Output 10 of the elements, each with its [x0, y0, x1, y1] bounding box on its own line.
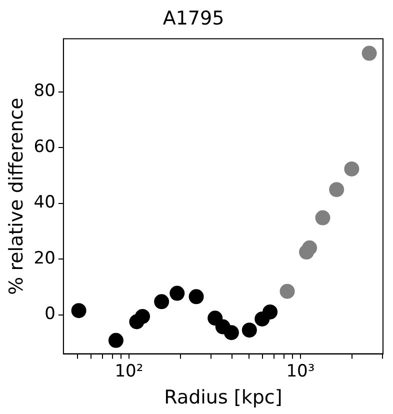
x-axis-title: Radius [kpc] [164, 386, 282, 409]
chart-title: A1795 [162, 7, 224, 30]
x-tick-label: 10³ [286, 361, 315, 382]
y-tick-label: 80 [34, 81, 56, 102]
y-tick-label: 60 [34, 136, 56, 157]
y-tick-label: 40 [34, 192, 56, 213]
y-axis-title: % relative difference [5, 98, 28, 295]
y-tick-label: 0 [44, 304, 56, 324]
y-tick-label: 20 [34, 248, 56, 268]
x-tick-label: 10² [114, 361, 144, 382]
